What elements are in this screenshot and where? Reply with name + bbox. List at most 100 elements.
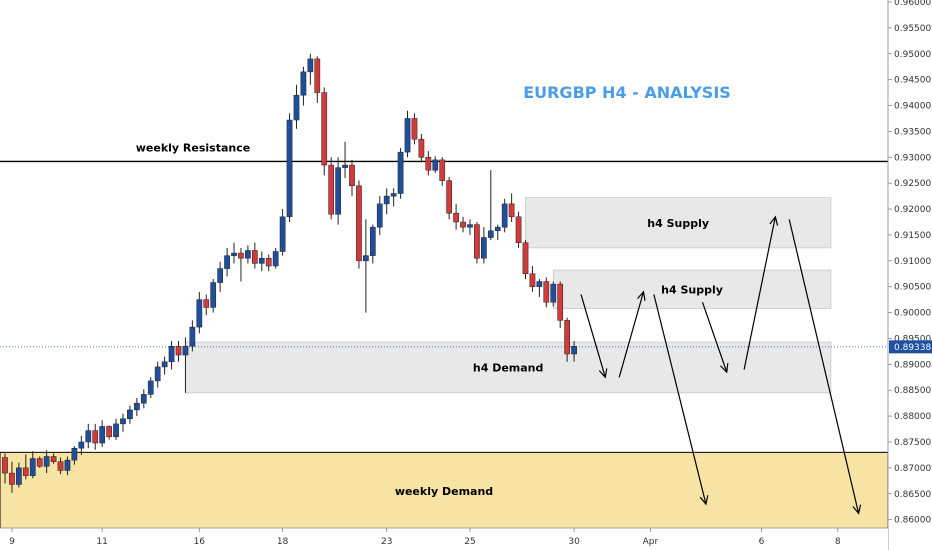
- candle: [522, 240, 529, 279]
- candle-body: [224, 255, 230, 269]
- candle-body: [196, 299, 203, 328]
- candle: [508, 193, 515, 222]
- zone-weekly-demand-3: [0, 451, 889, 531]
- candle-body: [203, 299, 210, 308]
- candle-body: [432, 159, 439, 171]
- candle-body: [182, 345, 189, 356]
- candle: [404, 110, 411, 158]
- candle-body: [50, 456, 57, 462]
- time-tick-label: 30: [568, 537, 580, 547]
- candle-body: [481, 237, 487, 259]
- arrow-shaft: [743, 216, 776, 370]
- candle: [293, 84, 300, 129]
- price-tick-label: 0.89500: [894, 334, 931, 344]
- candle: [99, 420, 106, 448]
- weekly-resistance-label: weekly Resistance: [136, 141, 250, 154]
- zone-label: weekly Demand: [395, 485, 493, 498]
- candle-body: [335, 167, 341, 215]
- candle: [307, 53, 314, 85]
- candle: [481, 227, 487, 264]
- arrow-shaft: [580, 294, 606, 378]
- candle-body: [501, 203, 508, 228]
- candle-body: [2, 457, 8, 474]
- candle: [182, 337, 189, 393]
- candle-body: [9, 472, 15, 485]
- candle-body: [71, 447, 78, 461]
- price-tick-label: 0.87000: [894, 464, 931, 474]
- arrow-head: [852, 504, 862, 515]
- candle-body: [85, 430, 92, 443]
- candle-body: [272, 251, 279, 267]
- price-tick-label: 0.94500: [894, 76, 931, 86]
- price-axis[interactable]: 0.96000 0.95500 0.95000 0.94500 0.94000 0.935…: [887, 0, 932, 550]
- zone-h4-supply-0: [525, 197, 832, 249]
- candle-body: [383, 195, 390, 205]
- candle: [265, 254, 272, 272]
- candle-body: [411, 118, 418, 140]
- time-axis[interactable]: 9 11 16 18 23 25 30 Apr 6 8: [0, 527, 888, 550]
- candle: [50, 453, 57, 464]
- candle-body: [494, 226, 501, 232]
- candle-body: [279, 216, 286, 252]
- candle-body: [550, 283, 557, 303]
- candle-body: [238, 252, 244, 259]
- candle: [383, 188, 390, 215]
- candle-body: [231, 252, 237, 256]
- candle: [411, 113, 418, 145]
- time-tick-label: 23: [381, 537, 392, 547]
- candle: [231, 242, 237, 264]
- candle: [9, 461, 15, 493]
- price-tick-label: 0.88500: [894, 386, 931, 396]
- zone-label: h4 Supply: [647, 217, 709, 230]
- candle-body: [113, 423, 119, 438]
- candle: [349, 159, 355, 197]
- candle-body: [571, 345, 577, 355]
- candle: [36, 456, 43, 468]
- price-tick-label: 0.88000: [894, 412, 931, 422]
- candle-body: [29, 458, 36, 476]
- candle: [550, 281, 557, 307]
- candle: [217, 261, 223, 292]
- price-tick-label: 0.86000: [894, 516, 931, 526]
- time-tick-label: 16: [194, 537, 206, 547]
- candle-body: [161, 361, 168, 368]
- candle-body: [92, 430, 99, 444]
- candle-body: [175, 345, 182, 356]
- candle-body: [397, 151, 404, 194]
- current-price-badge: 0.89338: [889, 340, 932, 354]
- price-tick-label: 0.93500: [894, 127, 931, 137]
- candle: [64, 456, 71, 476]
- time-tick-label: 11: [96, 537, 107, 547]
- candle-body: [307, 58, 314, 73]
- candle-body: [543, 281, 550, 303]
- price-tick-label: 0.86500: [894, 490, 931, 500]
- candle: [286, 113, 293, 222]
- candle-body: [168, 345, 175, 363]
- candle: [460, 216, 466, 233]
- candle-body: [467, 224, 473, 228]
- candle: [92, 423, 99, 450]
- candle: [127, 405, 133, 424]
- projection-arrow: [788, 219, 862, 515]
- projection-arrow: [618, 290, 646, 378]
- candle-body: [22, 467, 29, 476]
- candle-body: [349, 164, 355, 187]
- candle: [168, 341, 175, 370]
- candle: [390, 188, 397, 207]
- candle: [134, 398, 140, 417]
- projection-arrow: [701, 302, 729, 374]
- candle-body: [487, 230, 494, 238]
- time-tick-label: 18: [277, 537, 289, 547]
- price-tick-label: 0.92500: [894, 179, 931, 189]
- candle: [113, 418, 119, 440]
- candle-body: [147, 380, 154, 395]
- candle-body: [293, 94, 300, 121]
- candle: [564, 317, 570, 362]
- candle-body: [425, 157, 432, 171]
- zone-h4-supply-1: [552, 269, 832, 309]
- price-tick-label: 0.94000: [894, 102, 931, 112]
- candle-body: [286, 119, 293, 218]
- candle-body: [564, 320, 570, 355]
- zone-labels-layer: h4 Supply h4 Supply h4 Demand weekly Demand…: [136, 141, 723, 498]
